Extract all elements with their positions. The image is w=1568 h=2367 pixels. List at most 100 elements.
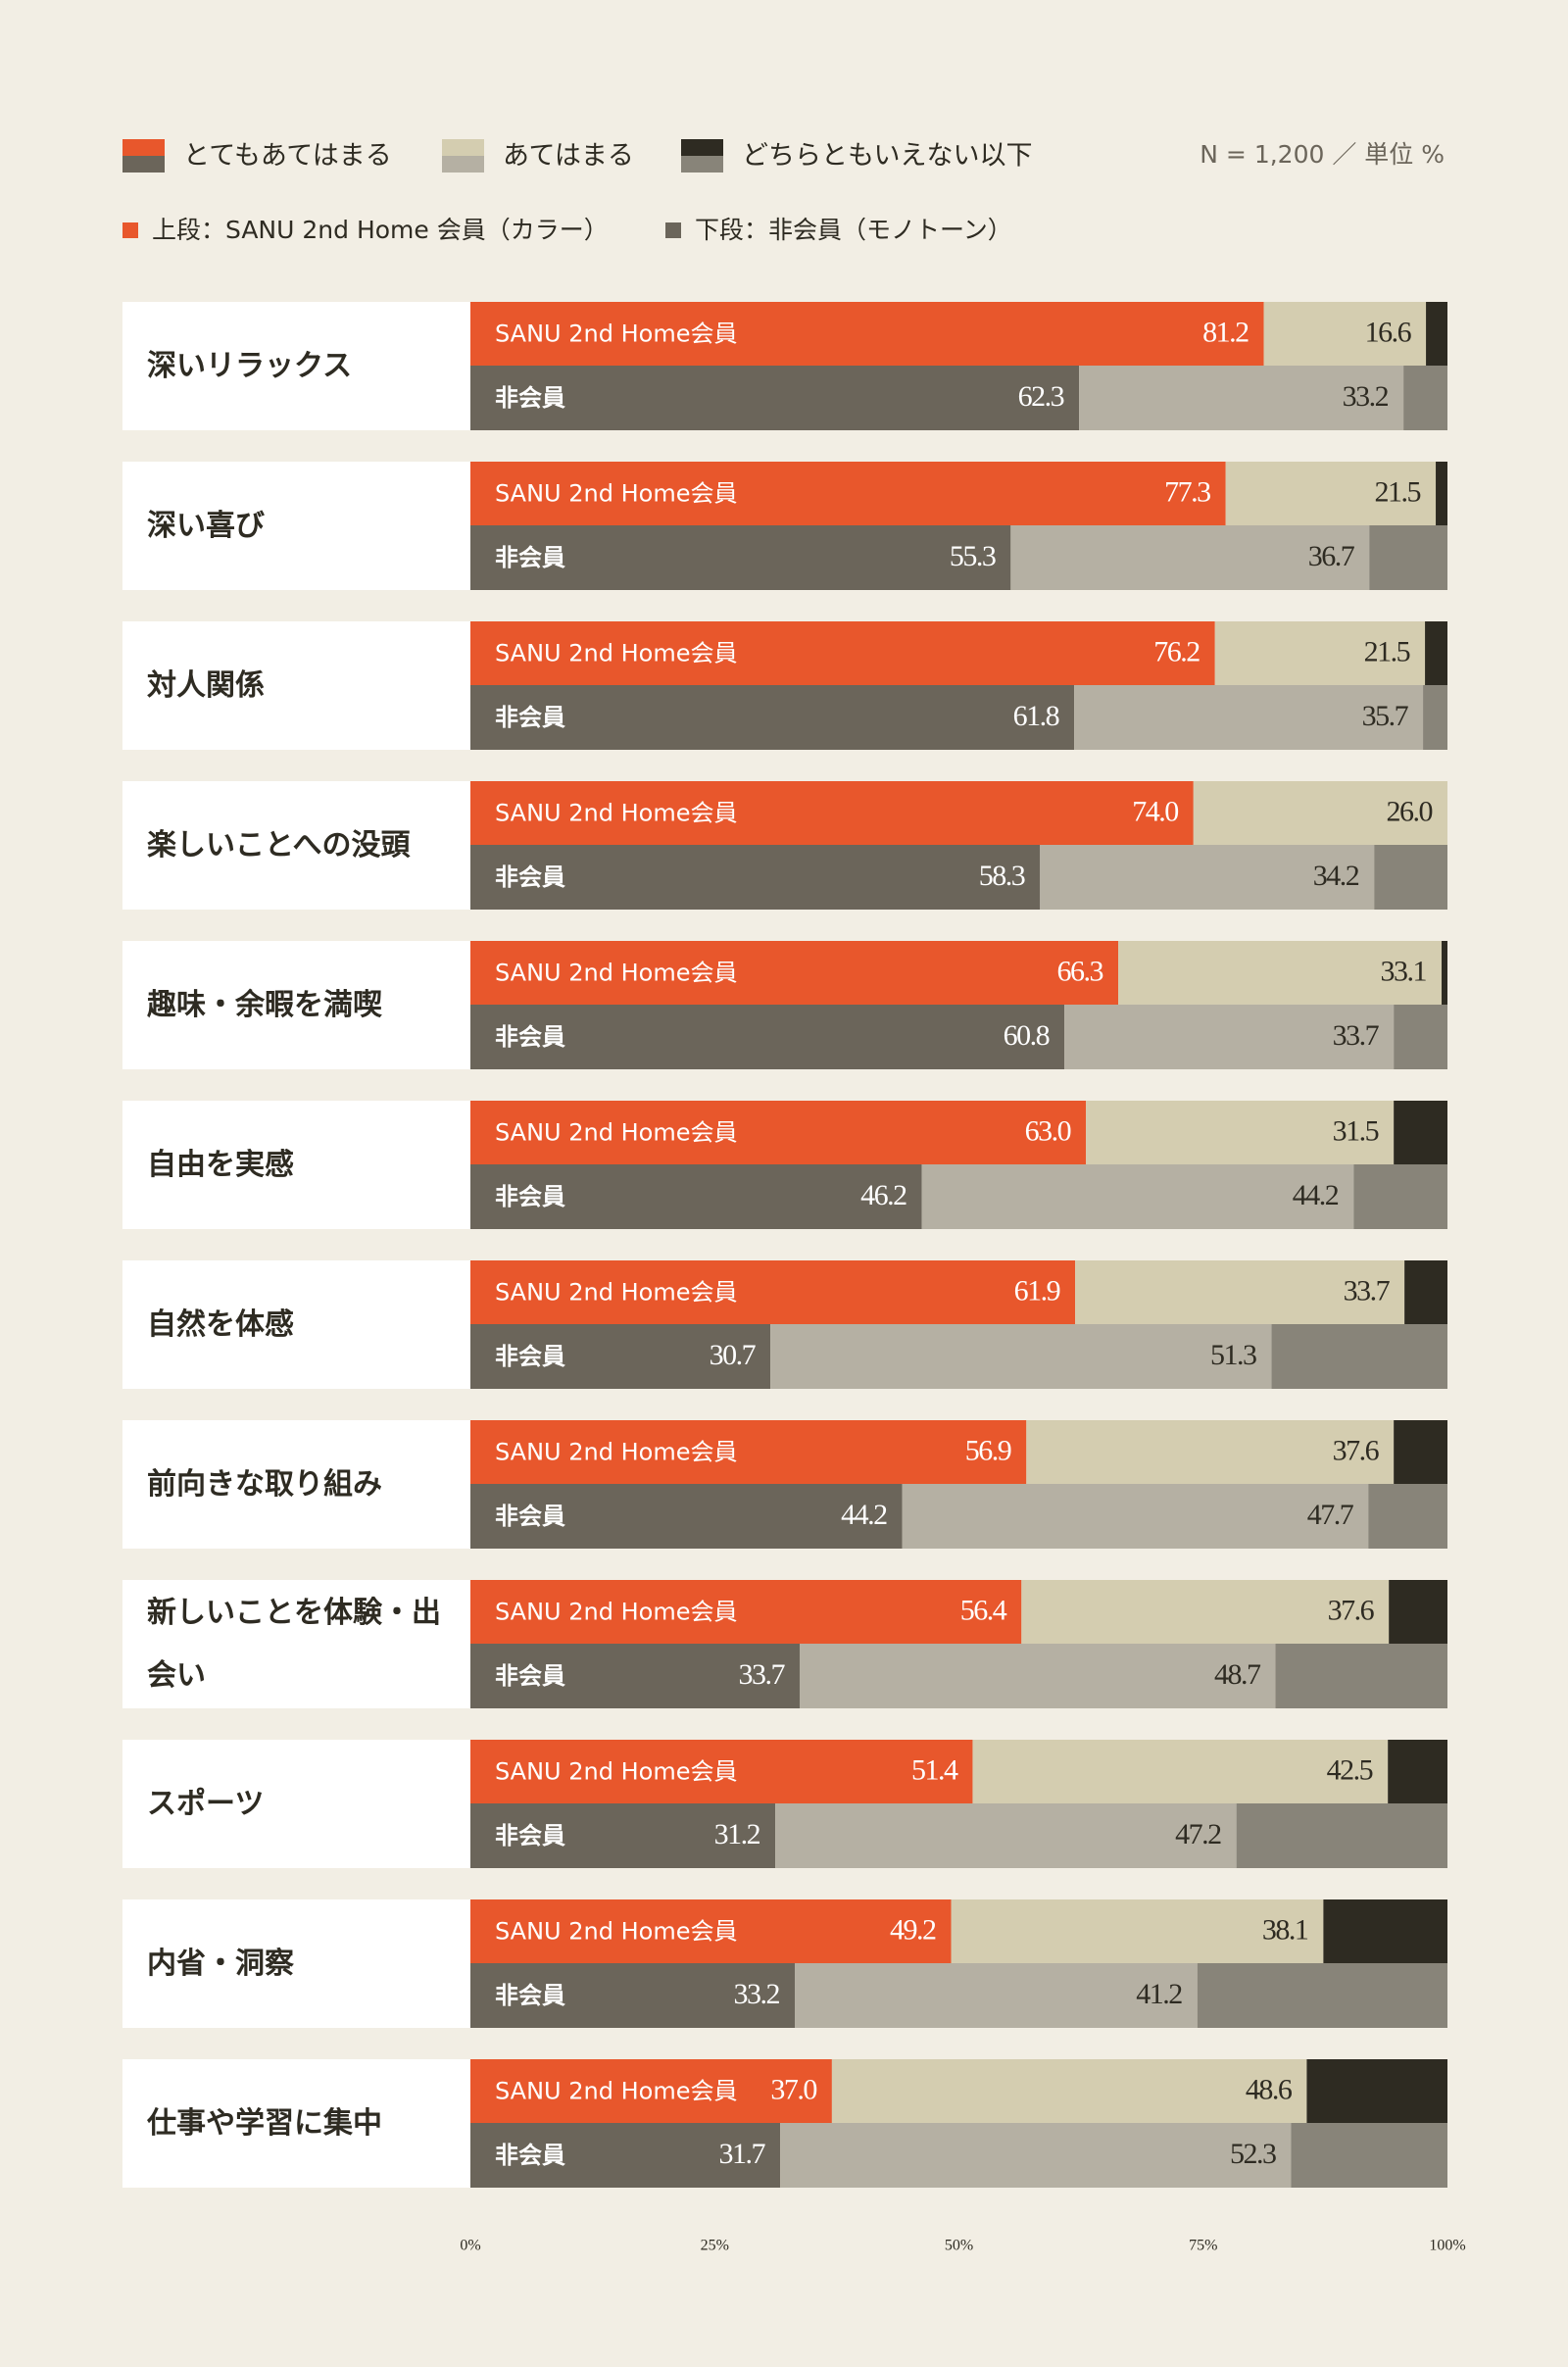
value-label: 36.7 <box>1308 540 1355 572</box>
bar-segment <box>1271 1324 1447 1389</box>
group-label: SANU 2nd Home会員 <box>495 2078 737 2105</box>
bar-segment <box>1026 1420 1395 1484</box>
value-label: 76.2 <box>1153 635 1200 667</box>
group-label: 非会員 <box>495 544 565 571</box>
legend-swatch <box>442 156 484 173</box>
category-label: 自然を体感 <box>147 1307 294 1342</box>
x-tick-label: 25% <box>701 2238 729 2254</box>
value-label: 62.3 <box>1018 380 1064 413</box>
category-label: 対人関係 <box>147 667 265 703</box>
x-tick-label: 100% <box>1429 2238 1465 2254</box>
category-label: 前向きな取り組み <box>147 1466 382 1502</box>
bar-segment <box>470 1260 1076 1324</box>
bar-segment <box>1197 1963 1447 2028</box>
group-label: SANU 2nd Home会員 <box>495 1758 737 1786</box>
value-label: 31.2 <box>714 1818 760 1850</box>
x-tick-label: 50% <box>945 2238 973 2254</box>
bar-segment <box>1436 462 1447 525</box>
group-label: SANU 2nd Home会員 <box>495 1119 737 1147</box>
category-box <box>122 462 470 590</box>
category-label: 新しいことを体験・出会い <box>147 1595 441 1693</box>
category-box <box>122 1260 470 1389</box>
bar-segment <box>972 1740 1389 1803</box>
legend-note-swatch <box>122 222 138 238</box>
bar-segment <box>799 1644 1276 1708</box>
bar-segment <box>1275 1644 1447 1708</box>
category-box <box>122 1899 470 2028</box>
value-label: 35.7 <box>1362 700 1409 732</box>
value-label: 44.2 <box>1293 1179 1339 1211</box>
value-label: 41.2 <box>1136 1978 1182 2010</box>
value-label: 37.6 <box>1328 1594 1375 1626</box>
value-label: 16.6 <box>1365 316 1412 348</box>
value-label: 44.2 <box>841 1499 887 1531</box>
value-label: 55.3 <box>950 540 996 572</box>
category-box <box>122 621 470 750</box>
value-label: 21.5 <box>1364 635 1410 667</box>
bar-segment <box>470 1324 771 1389</box>
group-label: SANU 2nd Home会員 <box>495 1439 737 1466</box>
category-label: 深いリラックス <box>147 348 353 383</box>
note: N = 1,200 ／ 単位 % <box>1200 140 1445 169</box>
legend-label: どちらともいえない以下 <box>742 141 1032 172</box>
group-label: SANU 2nd Home会員 <box>495 960 737 987</box>
bar-segment <box>1193 781 1447 845</box>
bar-segment <box>470 1164 922 1229</box>
bar-segment <box>470 845 1041 910</box>
category-label: 仕事や学習に集中 <box>147 2105 382 2141</box>
bar-segment <box>921 1164 1354 1229</box>
group-label: SANU 2nd Home会員 <box>495 1279 737 1307</box>
bar-segment <box>470 525 1011 590</box>
value-label: 66.3 <box>1057 955 1103 987</box>
group-label: 非会員 <box>495 704 565 731</box>
bar-segment <box>1388 1740 1447 1803</box>
category-label: 楽しいことへの没頭 <box>147 827 411 863</box>
bar-segment <box>1086 1101 1395 1164</box>
category-label: 趣味・余暇を満喫 <box>147 987 382 1022</box>
bar-segment <box>1118 941 1443 1005</box>
category-label: 内省・洞察 <box>147 1946 294 1981</box>
value-label: 61.9 <box>1014 1274 1060 1307</box>
x-tick-label: 0% <box>460 2238 480 2254</box>
bar-segment <box>1323 1899 1447 1963</box>
legend-note-swatch <box>665 222 681 238</box>
bar-segment <box>470 1420 1027 1484</box>
bar-segment <box>470 1484 903 1549</box>
category-box <box>122 302 470 430</box>
bar-segment <box>1404 1260 1447 1324</box>
group-label: SANU 2nd Home会員 <box>495 1918 737 1946</box>
bar-segment <box>1423 685 1447 750</box>
bar-segment <box>1236 1803 1447 1868</box>
value-label: 56.4 <box>960 1594 1007 1626</box>
value-label: 26.0 <box>1387 795 1433 827</box>
group-label: 非会員 <box>495 1822 565 1849</box>
legend-swatch <box>122 139 165 156</box>
bar-segment <box>1225 462 1437 525</box>
bar-segment <box>1353 1164 1447 1229</box>
bar-segment <box>1374 845 1447 910</box>
value-label: 63.0 <box>1025 1114 1071 1147</box>
group-label: SANU 2nd Home会員 <box>495 480 737 508</box>
group-label: 非会員 <box>495 1982 565 2009</box>
bar-segment <box>470 1580 1022 1644</box>
value-label: 30.7 <box>710 1339 757 1371</box>
group-label: SANU 2nd Home会員 <box>495 321 737 348</box>
bar-segment <box>470 1803 776 1868</box>
value-label: 51.4 <box>911 1753 958 1786</box>
bar-segment <box>1214 621 1426 685</box>
bar-segment <box>1368 1484 1447 1549</box>
bar-segment <box>902 1484 1369 1549</box>
bar-segment <box>470 462 1226 525</box>
bar-segment <box>1263 302 1427 366</box>
legend-label: とてもあてはまる <box>183 141 392 172</box>
category-label: 深い喜び <box>147 508 265 543</box>
value-label: 33.2 <box>734 1978 780 2010</box>
bar-segment <box>470 1740 973 1803</box>
bar-segment <box>470 1101 1087 1164</box>
bar-segment <box>470 621 1215 685</box>
bar-segment <box>1040 845 1375 910</box>
bar-segment <box>951 1899 1324 1963</box>
bar-segment <box>470 1005 1065 1069</box>
bar-segment <box>775 1803 1237 1868</box>
